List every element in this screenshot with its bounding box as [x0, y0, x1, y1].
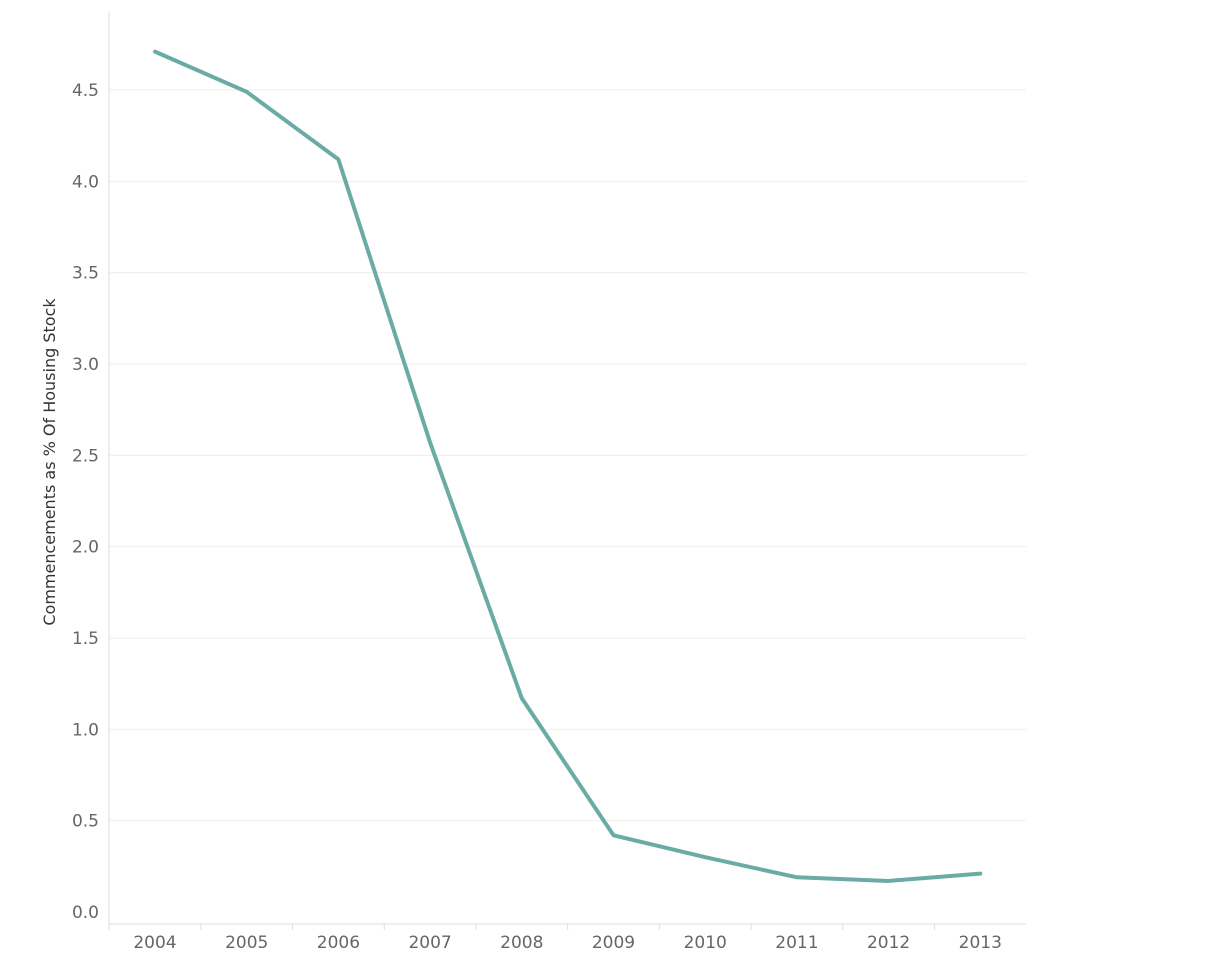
y-tick-label: 1.5	[72, 629, 99, 649]
y-axis-title: Commencements as % Of Housing Stock	[40, 298, 59, 626]
x-tick-label: 2005	[225, 933, 268, 953]
series-group	[153, 49, 983, 883]
y-axis-ticks: 0.0 0.5 1.0 1.5 2.0 2.5 3.0 3.5 4.0 4.5	[72, 81, 99, 923]
x-tick-label: 2013	[959, 933, 1002, 953]
gridlines	[109, 89, 1026, 822]
y-tick-label: 4.0	[72, 172, 99, 192]
x-axis-ticks: 2004 2005 2006 2007 2008 2009 2010 2011 2012 2013	[108, 924, 1002, 953]
x-tick-label: 2009	[592, 933, 635, 953]
y-tick-label: 3.5	[72, 264, 99, 284]
y-tick-label: 2.5	[72, 446, 99, 466]
x-tick-label: 2012	[867, 933, 910, 953]
y-tick-label: 1.0	[72, 720, 99, 740]
x-tick-label: 2006	[317, 933, 360, 953]
y-tick-label: 0.0	[72, 903, 99, 923]
x-tick-label: 2010	[684, 933, 727, 953]
y-tick-label: 3.0	[72, 355, 99, 375]
x-tick-label: 2008	[500, 933, 543, 953]
y-tick-label: 4.5	[72, 81, 99, 101]
series-line	[153, 49, 983, 883]
y-tick-label: 2.0	[72, 538, 99, 558]
x-tick-label: 2007	[408, 933, 451, 953]
x-tick-label: 2011	[775, 933, 818, 953]
x-tick-label: 2004	[133, 933, 176, 953]
y-tick-label: 0.5	[72, 812, 99, 832]
